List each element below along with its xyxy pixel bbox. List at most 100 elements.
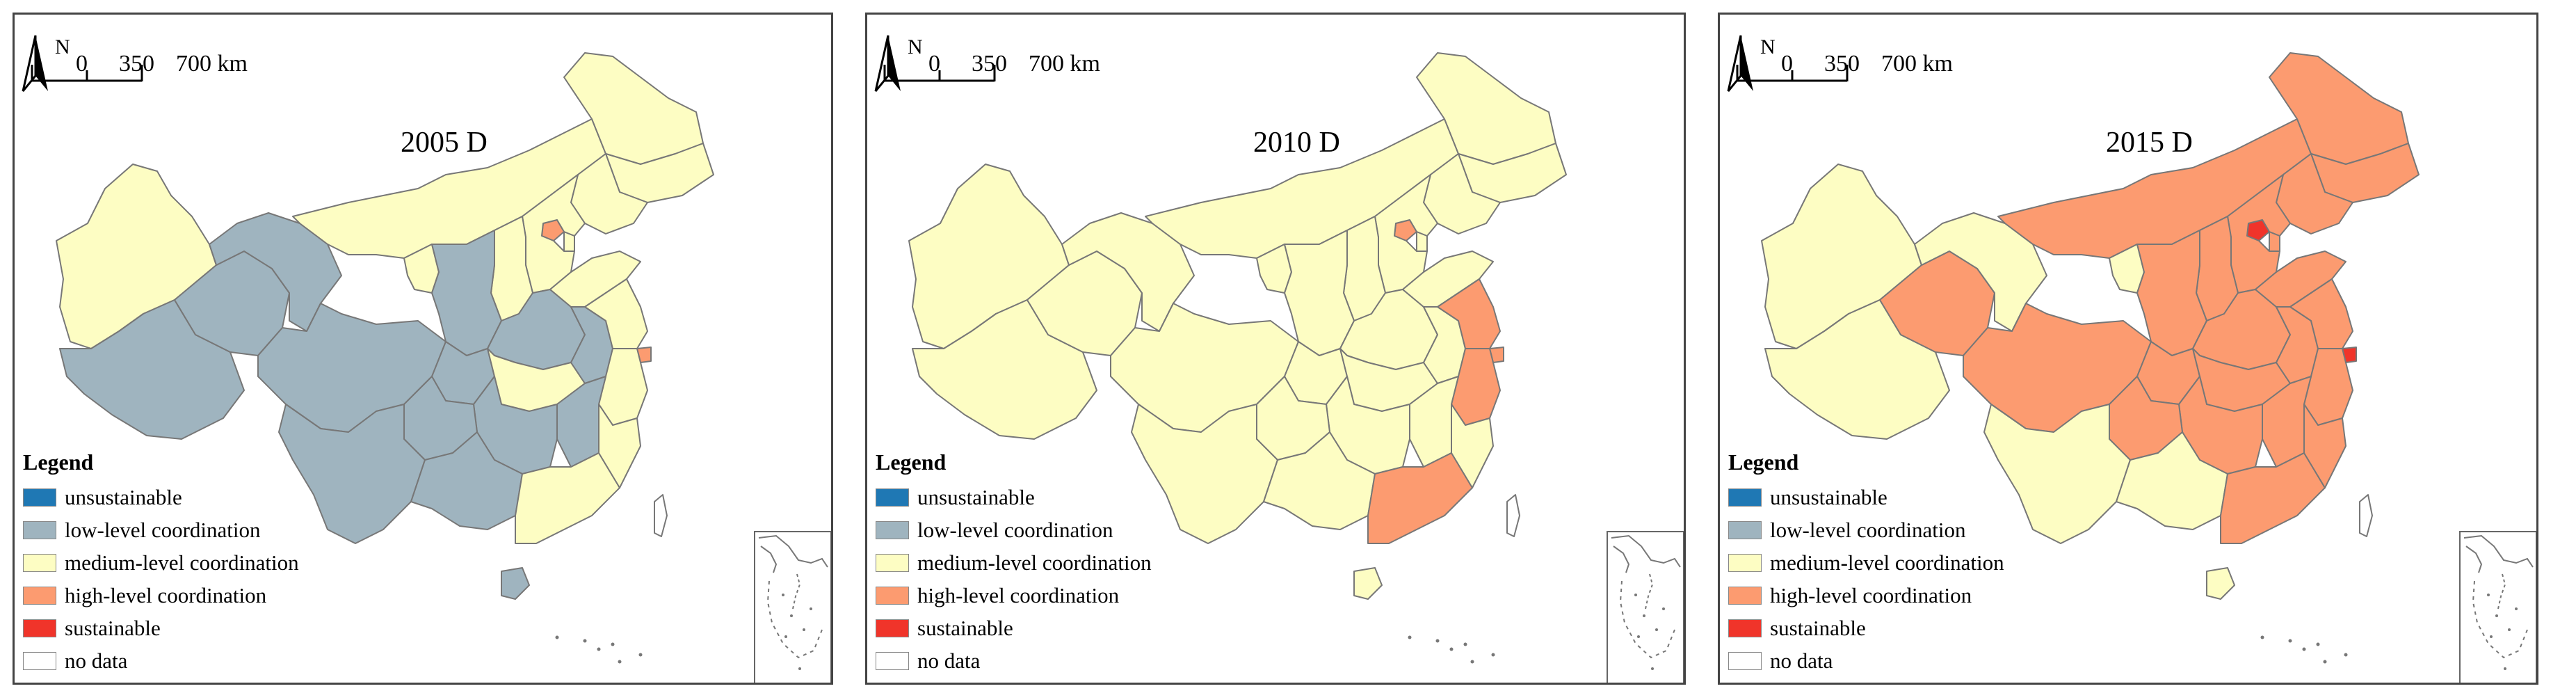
scale-bar bbox=[1736, 65, 1849, 82]
north-label: N bbox=[1760, 35, 1776, 58]
island-mark bbox=[638, 653, 643, 657]
island-mark bbox=[2344, 653, 2348, 657]
legend-item: low-level coordination bbox=[876, 514, 1152, 546]
region-jiangsu bbox=[2289, 278, 2353, 349]
island-mark bbox=[1470, 660, 1474, 664]
legend-item: high-level coordination bbox=[1728, 579, 2004, 612]
region-jiangsu bbox=[1437, 278, 1501, 349]
region-gansu bbox=[209, 212, 342, 332]
legend-swatch bbox=[1728, 586, 1762, 605]
region-taiwan bbox=[654, 494, 668, 537]
legend-item: no data bbox=[23, 644, 299, 677]
region-heilongjiang bbox=[563, 52, 704, 165]
legend-swatch bbox=[1728, 553, 1762, 572]
legend-label: low-level coordination bbox=[65, 517, 261, 542]
map-panel-1: N 0 350 700 km 2005 D Legend unsustainab… bbox=[13, 13, 833, 685]
legend-label: high-level coordination bbox=[65, 582, 267, 607]
scale-label-zero: 0 bbox=[1781, 51, 1793, 77]
region-jiangsu bbox=[584, 278, 648, 349]
map-panel-3: N 0 350 700 km 2015 D Legend unsustainab… bbox=[1718, 13, 2538, 685]
legend-swatch bbox=[23, 586, 56, 605]
island-mark bbox=[2316, 642, 2320, 646]
region-heilongjiang bbox=[2269, 52, 2409, 165]
legend-item: unsustainable bbox=[23, 481, 299, 514]
region-fujian bbox=[1451, 404, 1494, 488]
scale-bar bbox=[31, 65, 143, 82]
legend-swatch bbox=[23, 619, 56, 637]
island-mark bbox=[2260, 635, 2264, 639]
region-shaanxi bbox=[2136, 230, 2207, 356]
legend-swatch bbox=[1728, 651, 1762, 670]
legend-label: sustainable bbox=[1770, 615, 1866, 640]
island-mark bbox=[611, 642, 615, 646]
region-gansu bbox=[1914, 212, 2047, 332]
scale-bar bbox=[883, 65, 996, 82]
legend-swatch bbox=[23, 520, 56, 539]
legend-item: unsustainable bbox=[876, 481, 1152, 514]
region-guangdong bbox=[515, 452, 620, 544]
island-mark bbox=[2302, 647, 2306, 651]
legend-label: low-level coordination bbox=[1770, 517, 1966, 542]
legend-swatch bbox=[876, 553, 909, 572]
region-fujian bbox=[2303, 404, 2346, 488]
south-china-sea-inset bbox=[754, 531, 831, 683]
region-hainan bbox=[501, 567, 530, 600]
inset-map bbox=[2463, 534, 2534, 670]
legend-label: sustainable bbox=[917, 615, 1013, 640]
legend-label: no data bbox=[65, 648, 128, 673]
legend-label: unsustainable bbox=[1770, 484, 1887, 509]
region-tibet bbox=[912, 299, 1097, 440]
legend-item: medium-level coordination bbox=[876, 546, 1152, 579]
region-tibet bbox=[1764, 299, 1950, 440]
region-guangdong bbox=[2220, 452, 2326, 544]
region-hainan bbox=[2206, 567, 2235, 600]
map-panel-2: N 0 350 700 km 2010 D Legend unsustainab… bbox=[865, 13, 1686, 685]
map-title: 2005 D bbox=[401, 127, 488, 159]
legend-item: unsustainable bbox=[1728, 481, 2004, 514]
scale-label-end: 700 km bbox=[1881, 51, 1953, 77]
region-shaanxi bbox=[1284, 230, 1355, 356]
region-hainan bbox=[1353, 567, 1383, 600]
legend: Legend unsustainable low-level coordinati… bbox=[876, 450, 1152, 677]
scale-label-end: 700 km bbox=[1029, 51, 1100, 77]
region-guangdong bbox=[1367, 452, 1473, 544]
map-title: 2010 D bbox=[1253, 127, 1340, 159]
legend-title: Legend bbox=[23, 450, 94, 475]
legend-item: no data bbox=[1728, 644, 2004, 677]
legend-swatch bbox=[876, 586, 909, 605]
legend-swatch bbox=[1728, 619, 1762, 637]
island-mark bbox=[1408, 635, 1412, 639]
legend-swatch bbox=[1728, 520, 1762, 539]
china-map bbox=[56, 52, 714, 664]
legend-item: no data bbox=[876, 644, 1152, 677]
island-mark bbox=[1435, 639, 1440, 643]
legend-swatch bbox=[23, 488, 56, 507]
scale-label-end: 700 km bbox=[176, 51, 248, 77]
north-label: N bbox=[55, 35, 70, 58]
island-mark bbox=[583, 639, 587, 643]
region-heilongjiang bbox=[1416, 52, 1556, 165]
legend-title: Legend bbox=[1728, 450, 1799, 475]
region-tibet bbox=[59, 299, 245, 440]
scale-label-zero: 0 bbox=[928, 51, 940, 77]
legend-item: sustainable bbox=[1728, 612, 2004, 644]
map-title: 2015 D bbox=[2106, 127, 2193, 159]
legend-swatch bbox=[876, 651, 909, 670]
island-mark bbox=[2288, 639, 2292, 643]
legend-swatch bbox=[23, 651, 56, 670]
inset-map bbox=[758, 534, 828, 670]
legend-swatch bbox=[23, 553, 56, 572]
scale-label-zero: 0 bbox=[76, 51, 88, 77]
island-mark bbox=[1491, 653, 1495, 657]
region-taiwan bbox=[1506, 494, 1520, 537]
scale-label-mid: 350 bbox=[1824, 51, 1860, 77]
island-mark bbox=[1449, 647, 1454, 651]
china-map bbox=[908, 52, 1567, 664]
inset-map bbox=[1611, 534, 1681, 670]
island-mark bbox=[1463, 642, 1467, 646]
legend-label: no data bbox=[917, 648, 981, 673]
region-gansu bbox=[1061, 212, 1195, 332]
legend: Legend unsustainable low-level coordinati… bbox=[1728, 450, 2004, 677]
legend-label: sustainable bbox=[65, 615, 161, 640]
legend-swatch bbox=[1728, 488, 1762, 507]
